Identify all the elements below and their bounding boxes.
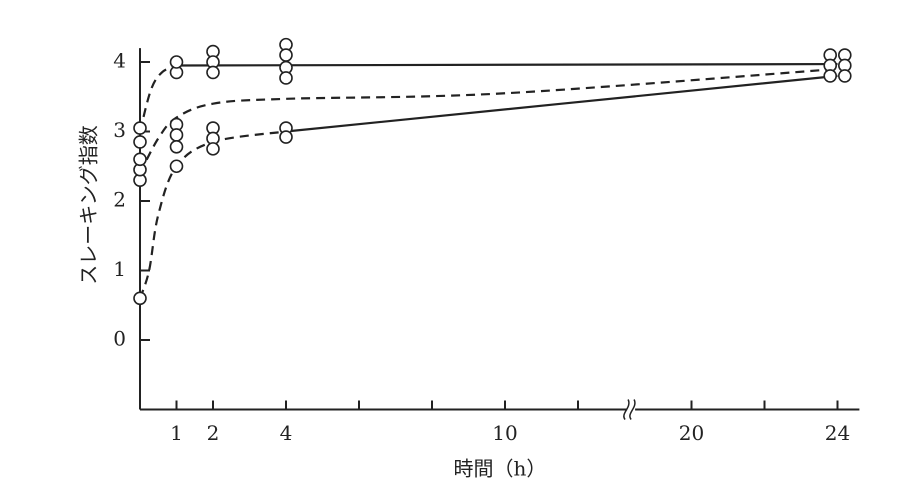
x-tick-label: 10 bbox=[492, 421, 517, 445]
axis-break bbox=[629, 399, 636, 420]
data-point bbox=[279, 130, 293, 144]
data-point bbox=[837, 69, 852, 83]
x-tick-label: 20 bbox=[679, 421, 704, 445]
x-axis-label: 時間（h） bbox=[454, 457, 547, 481]
data-point bbox=[279, 48, 293, 62]
y-tick-label: 3 bbox=[113, 118, 126, 142]
axis-break-gap bbox=[627, 406, 636, 413]
data-point bbox=[279, 71, 293, 85]
y-tick-label: 0 bbox=[113, 327, 126, 351]
data-point bbox=[133, 135, 147, 149]
y-tick-label: 1 bbox=[113, 257, 126, 281]
data-point bbox=[169, 159, 184, 174]
curve bbox=[138, 64, 177, 132]
curve bbox=[138, 130, 287, 299]
curve bbox=[139, 67, 838, 174]
data-point bbox=[206, 142, 220, 156]
axis-break bbox=[623, 399, 630, 420]
data-point bbox=[133, 152, 147, 167]
y-tick-label: 4 bbox=[113, 49, 126, 73]
x-tick-label: 24 bbox=[825, 421, 850, 445]
data-point bbox=[133, 121, 147, 135]
curve bbox=[176, 62, 838, 67]
data-point bbox=[206, 65, 220, 80]
curve bbox=[285, 74, 838, 133]
data-point bbox=[823, 69, 838, 83]
data-point bbox=[169, 139, 184, 154]
x-tick-label: 2 bbox=[207, 421, 220, 445]
x-tick-label: 1 bbox=[170, 421, 183, 445]
x-tick-label: 4 bbox=[280, 421, 293, 445]
data-point bbox=[169, 55, 184, 69]
y-axis-label: スレーキング指数 bbox=[77, 125, 101, 284]
data-point bbox=[169, 128, 184, 142]
data-point bbox=[133, 291, 147, 306]
y-tick-label: 2 bbox=[113, 188, 126, 212]
